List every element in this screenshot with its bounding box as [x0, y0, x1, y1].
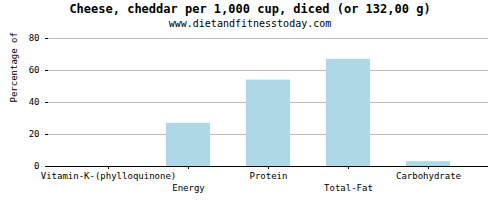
- svg-text:0: 0: [34, 161, 39, 171]
- svg-text:Vitamin-K-(phylloquinone): Vitamin-K-(phylloquinone): [41, 171, 176, 181]
- svg-text:20: 20: [29, 129, 40, 139]
- svg-text:60: 60: [29, 65, 40, 75]
- svg-text:80: 80: [29, 33, 40, 43]
- svg-text:Protein: Protein: [250, 171, 288, 181]
- svg-text:Energy: Energy: [172, 183, 205, 193]
- svg-text:Total-Fat: Total-Fat: [324, 183, 373, 193]
- svg-text:Percentage of RDH (%): Percentage of RDH (%): [9, 30, 19, 103]
- html-text:www.dietandfitnesstoday.com: www.dietandfitnesstoday.com: [168, 18, 332, 29]
- svg-text:40: 40: [29, 97, 40, 107]
- html-text:Cheese, cheddar per 1,000 cup,: Cheese, cheddar per 1,000 cup, diced (or…: [69, 2, 431, 16]
- svg-text:Carbohydrate: Carbohydrate: [396, 171, 461, 181]
